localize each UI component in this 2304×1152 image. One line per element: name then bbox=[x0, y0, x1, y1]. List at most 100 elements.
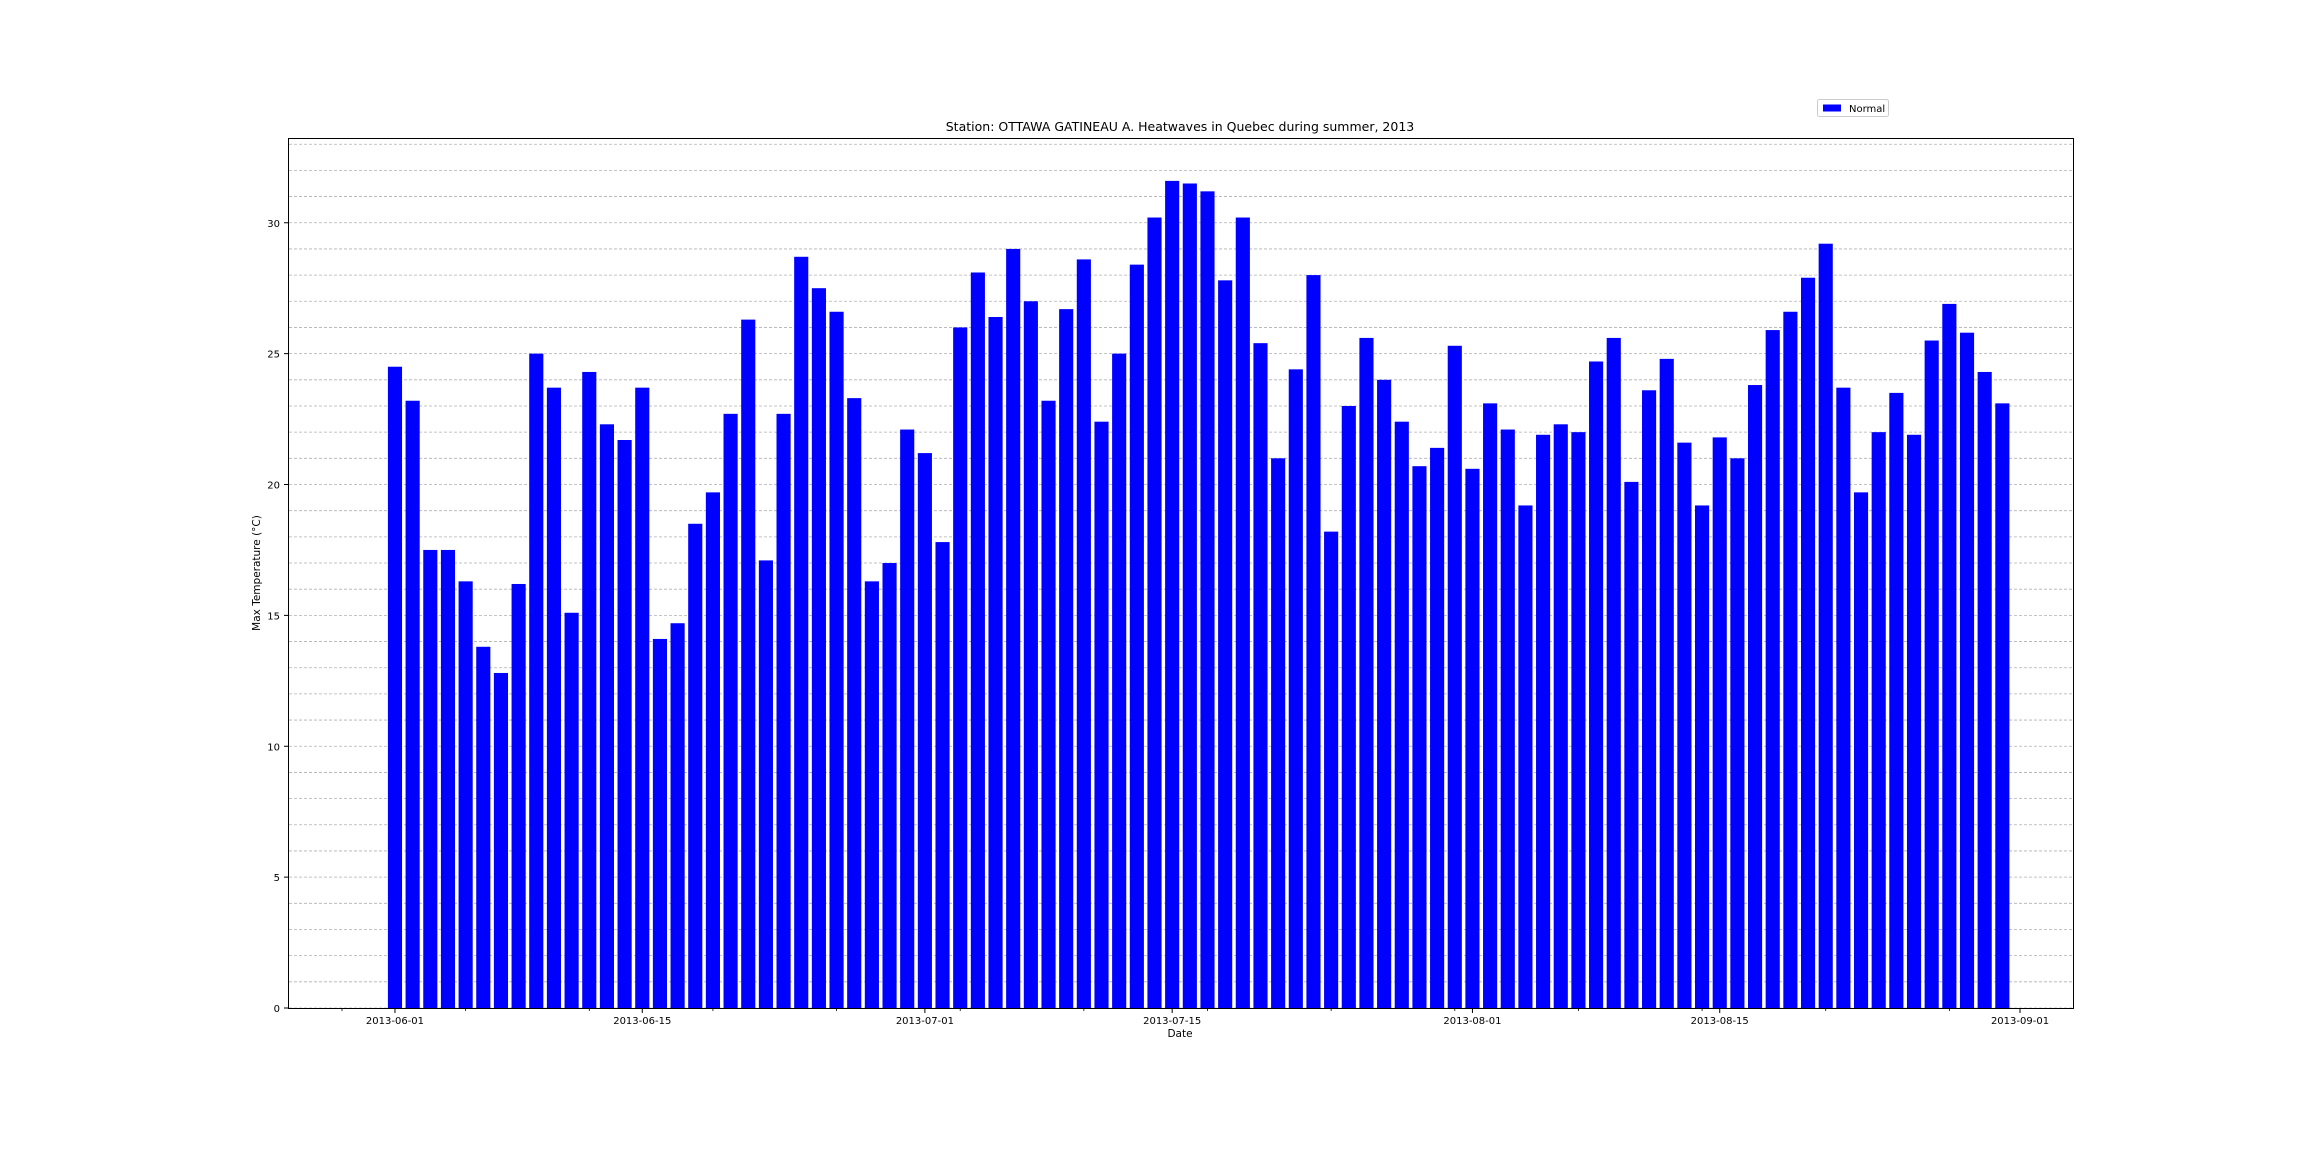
bar bbox=[1677, 442, 1692, 1009]
legend-swatch-normal bbox=[1823, 104, 1841, 112]
bar bbox=[758, 560, 773, 1008]
bar bbox=[1076, 259, 1091, 1008]
y-tick-label: 30 bbox=[267, 219, 280, 230]
bar bbox=[387, 366, 403, 1009]
bar bbox=[1747, 385, 1763, 1008]
bars bbox=[387, 180, 2010, 1009]
bar bbox=[1483, 403, 1498, 1008]
bar bbox=[1041, 400, 1056, 1009]
bar bbox=[1023, 301, 1038, 1008]
bar bbox=[1394, 421, 1409, 1008]
bar bbox=[1377, 379, 1392, 1008]
bar bbox=[1218, 280, 1233, 1008]
bar bbox=[988, 316, 1003, 1009]
y-axis-ticks: 0 5 10 15 20 25 30 bbox=[267, 219, 289, 1015]
bar bbox=[440, 549, 456, 1008]
bar bbox=[776, 413, 791, 1008]
x-axis-ticks: 2013-06-01 2013-06-15 2013-07-01 2013-07-15… bbox=[341, 1008, 2049, 1027]
bar bbox=[935, 542, 950, 1008]
bar bbox=[1712, 437, 1727, 1008]
bar bbox=[635, 387, 650, 1008]
legend: Normal bbox=[1817, 99, 1889, 117]
bar bbox=[1853, 492, 1869, 1009]
bar bbox=[1271, 458, 1286, 1009]
y-tick-label: 5 bbox=[274, 873, 280, 884]
y-tick-label: 25 bbox=[267, 350, 280, 361]
bar bbox=[1235, 217, 1250, 1008]
bar bbox=[493, 672, 509, 1008]
bar bbox=[1447, 345, 1462, 1008]
bar bbox=[1500, 429, 1515, 1008]
x-tick-label: 2013-07-15 bbox=[1143, 1016, 1201, 1027]
bar bbox=[688, 523, 703, 1008]
x-tick-label: 2013-07-01 bbox=[896, 1016, 954, 1027]
bar bbox=[1571, 432, 1586, 1008]
bar bbox=[1730, 458, 1745, 1009]
bar bbox=[794, 256, 809, 1008]
bar bbox=[1783, 311, 1798, 1008]
bar bbox=[705, 492, 720, 1009]
legend-label-normal: Normal bbox=[1849, 104, 1885, 115]
bar bbox=[917, 453, 932, 1008]
bar bbox=[953, 327, 968, 1008]
bar bbox=[811, 288, 826, 1008]
bar bbox=[1659, 358, 1674, 1009]
bar bbox=[1341, 405, 1356, 1008]
x-tick-label: 2013-08-15 bbox=[1691, 1016, 1749, 1027]
x-axis-label: Date bbox=[1167, 1028, 1192, 1040]
bar bbox=[1147, 217, 1162, 1008]
bar bbox=[1412, 466, 1427, 1009]
bar bbox=[1836, 387, 1851, 1008]
bar bbox=[529, 353, 544, 1008]
bar bbox=[617, 440, 632, 1008]
bar bbox=[511, 583, 526, 1008]
bar bbox=[1995, 403, 2010, 1008]
bar bbox=[599, 424, 615, 1009]
bar bbox=[564, 612, 579, 1008]
bar bbox=[1959, 332, 1975, 1009]
bar bbox=[1518, 505, 1533, 1008]
bar bbox=[1606, 337, 1621, 1008]
x-tick-label: 2013-06-01 bbox=[366, 1016, 424, 1027]
bar bbox=[1800, 277, 1816, 1008]
bar bbox=[1942, 303, 1957, 1008]
bar bbox=[670, 623, 685, 1008]
plot-frame bbox=[288, 138, 2074, 1009]
bar bbox=[1642, 390, 1657, 1008]
bar bbox=[1536, 434, 1551, 1008]
chart-title: Station: OTTAWA GATINEAU A. Heatwaves in… bbox=[946, 119, 1414, 134]
bar bbox=[1306, 275, 1321, 1009]
bar bbox=[405, 400, 420, 1009]
bar bbox=[423, 549, 438, 1008]
bar bbox=[741, 319, 756, 1008]
bar bbox=[1624, 481, 1639, 1008]
bar bbox=[1182, 183, 1197, 1008]
bar bbox=[1430, 447, 1445, 1008]
y-tick-label: 10 bbox=[267, 742, 280, 753]
bar bbox=[829, 311, 844, 1008]
x-tick-label: 2013-09-01 bbox=[1991, 1016, 2049, 1027]
bar bbox=[1906, 434, 1922, 1008]
bar bbox=[458, 581, 473, 1008]
bar bbox=[1553, 424, 1568, 1009]
legend-box bbox=[1817, 99, 1889, 117]
bar bbox=[900, 429, 915, 1008]
bar bbox=[864, 581, 879, 1008]
y-axis-label: Max Temperature (°C) bbox=[251, 515, 263, 631]
bar bbox=[882, 563, 897, 1008]
bar bbox=[546, 387, 562, 1008]
bar bbox=[1818, 243, 1833, 1008]
bar bbox=[582, 371, 597, 1008]
bar bbox=[1112, 353, 1127, 1008]
bar bbox=[1977, 371, 1992, 1008]
bar bbox=[847, 398, 862, 1008]
bar bbox=[1129, 264, 1144, 1008]
x-tick-label: 2013-06-15 bbox=[613, 1016, 671, 1027]
bar bbox=[1695, 505, 1710, 1008]
y-tick-label: 15 bbox=[267, 611, 280, 622]
bar bbox=[1465, 468, 1480, 1008]
bar bbox=[1589, 361, 1604, 1008]
bar bbox=[1059, 309, 1074, 1009]
bar bbox=[1165, 180, 1180, 1008]
